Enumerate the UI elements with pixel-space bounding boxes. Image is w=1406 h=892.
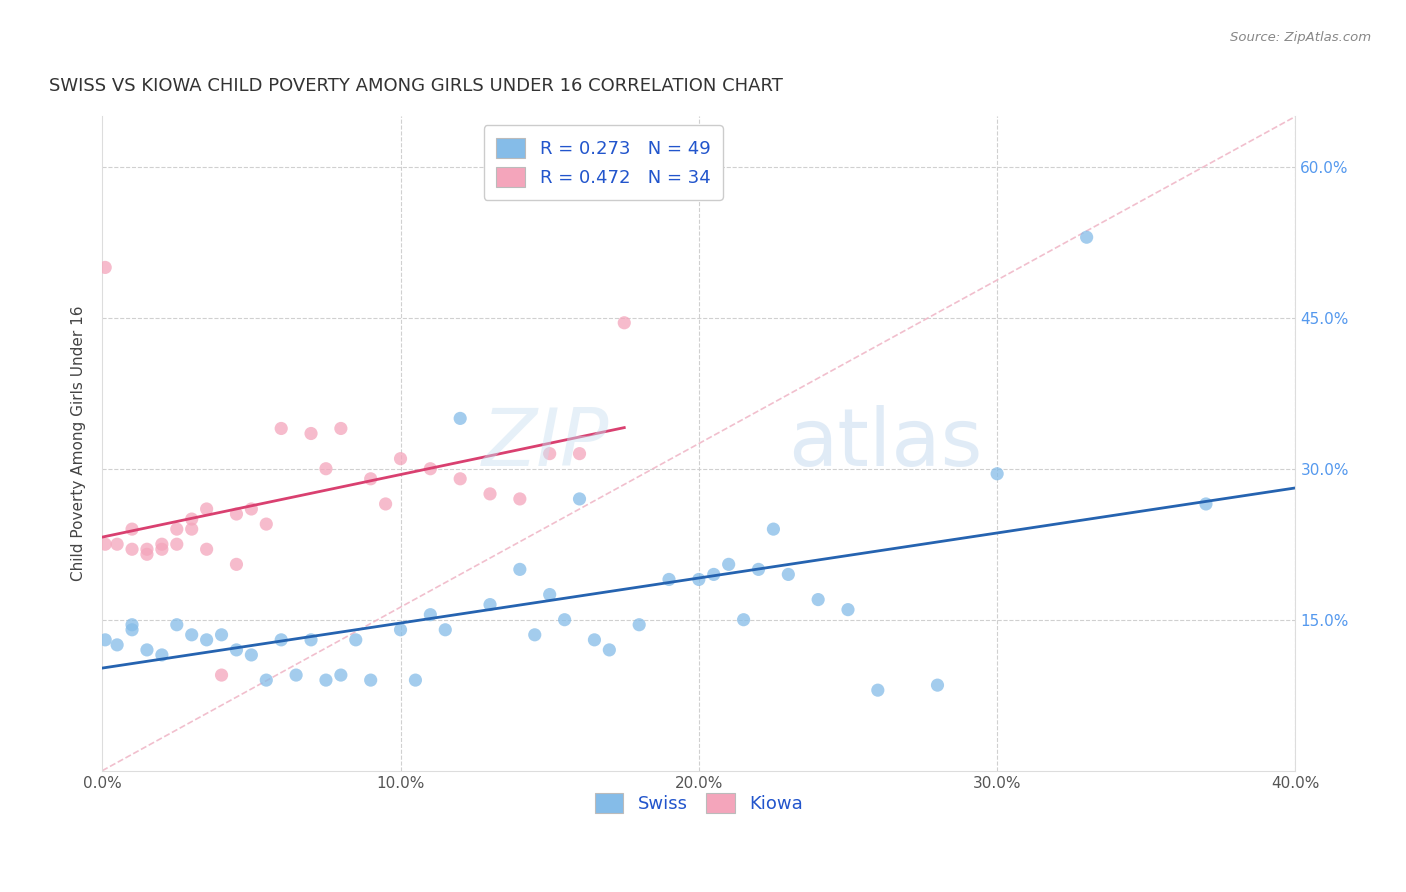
Point xyxy=(270,421,292,435)
Point xyxy=(807,592,830,607)
Point xyxy=(329,421,352,435)
Point xyxy=(344,632,367,647)
Point xyxy=(105,638,128,652)
Point xyxy=(150,648,173,662)
Point xyxy=(254,673,277,687)
Point xyxy=(568,447,591,461)
Point xyxy=(837,602,859,616)
Point xyxy=(762,522,785,536)
Text: atlas: atlas xyxy=(789,405,983,483)
Point xyxy=(927,678,949,692)
Point xyxy=(121,542,143,557)
Point xyxy=(360,472,382,486)
Point xyxy=(509,491,531,506)
Point xyxy=(583,632,606,647)
Point xyxy=(404,673,426,687)
Point xyxy=(419,607,441,622)
Point xyxy=(866,683,889,698)
Point xyxy=(225,507,247,521)
Point xyxy=(1195,497,1218,511)
Point xyxy=(419,461,441,475)
Y-axis label: Child Poverty Among Girls Under 16: Child Poverty Among Girls Under 16 xyxy=(72,306,86,582)
Point xyxy=(211,668,233,682)
Point xyxy=(94,537,117,551)
Point xyxy=(150,542,173,557)
Point xyxy=(778,567,800,582)
Point xyxy=(449,472,471,486)
Point xyxy=(703,567,725,582)
Point xyxy=(717,558,740,572)
Point xyxy=(389,451,412,466)
Point xyxy=(538,588,561,602)
Point xyxy=(628,617,651,632)
Point xyxy=(225,643,247,657)
Point xyxy=(195,542,218,557)
Point xyxy=(94,260,117,275)
Text: SWISS VS KIOWA CHILD POVERTY AMONG GIRLS UNDER 16 CORRELATION CHART: SWISS VS KIOWA CHILD POVERTY AMONG GIRLS… xyxy=(49,78,782,95)
Point xyxy=(270,632,292,647)
Point xyxy=(121,623,143,637)
Point xyxy=(285,668,308,682)
Point xyxy=(121,617,143,632)
Point xyxy=(315,461,337,475)
Point xyxy=(195,502,218,516)
Text: Source: ZipAtlas.com: Source: ZipAtlas.com xyxy=(1230,31,1371,45)
Point xyxy=(121,522,143,536)
Point xyxy=(688,573,710,587)
Point xyxy=(240,502,263,516)
Point xyxy=(1076,230,1098,244)
Point xyxy=(254,517,277,532)
Point xyxy=(389,623,412,637)
Point xyxy=(150,537,173,551)
Point xyxy=(568,491,591,506)
Point xyxy=(180,522,202,536)
Point xyxy=(240,648,263,662)
Point xyxy=(166,537,188,551)
Point xyxy=(613,316,636,330)
Point xyxy=(479,487,502,501)
Legend: Swiss, Kiowa: Swiss, Kiowa xyxy=(588,786,810,821)
Point xyxy=(166,617,188,632)
Point xyxy=(538,447,561,461)
Point xyxy=(554,613,576,627)
Point xyxy=(986,467,1008,481)
Point xyxy=(374,497,396,511)
Text: ZIP: ZIP xyxy=(482,405,609,483)
Point xyxy=(299,632,322,647)
Point xyxy=(329,668,352,682)
Point xyxy=(166,522,188,536)
Point xyxy=(315,673,337,687)
Point xyxy=(136,547,159,561)
Point xyxy=(180,512,202,526)
Point xyxy=(434,623,457,637)
Point xyxy=(733,613,755,627)
Point xyxy=(658,573,681,587)
Point xyxy=(523,628,546,642)
Point xyxy=(598,643,620,657)
Point xyxy=(225,558,247,572)
Point xyxy=(509,562,531,576)
Point xyxy=(195,632,218,647)
Point xyxy=(360,673,382,687)
Point xyxy=(136,542,159,557)
Point xyxy=(449,411,471,425)
Point xyxy=(94,632,117,647)
Point xyxy=(136,643,159,657)
Point xyxy=(479,598,502,612)
Point xyxy=(105,537,128,551)
Point xyxy=(211,628,233,642)
Point xyxy=(180,628,202,642)
Point xyxy=(299,426,322,441)
Point xyxy=(747,562,769,576)
